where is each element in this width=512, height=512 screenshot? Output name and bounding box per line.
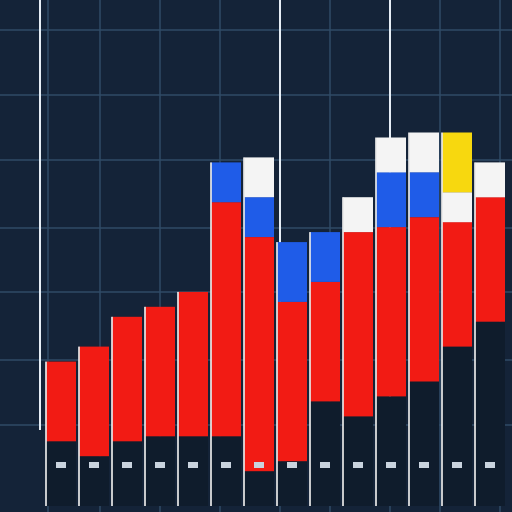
- bar-edge-10: [375, 137, 377, 506]
- tick-mark-0: [56, 462, 66, 468]
- bar-10-blue: [376, 172, 406, 228]
- tick-mark-4: [188, 462, 198, 468]
- bar-12-white: [442, 192, 472, 223]
- bar-0-base: [46, 441, 76, 506]
- bar-4-red: [178, 291, 208, 437]
- bar-edge-4: [177, 291, 179, 506]
- tick-mark-11: [419, 462, 429, 468]
- bar-3-base: [145, 436, 175, 506]
- bar-edge-2: [111, 316, 113, 506]
- tick-mark-6: [254, 462, 264, 468]
- bar-6-blue: [244, 197, 274, 237]
- bar-6-red: [244, 237, 274, 472]
- bar-13-base: [475, 321, 505, 506]
- bar-edge-13: [474, 162, 476, 506]
- bars: [45, 132, 505, 506]
- tick-mark-7: [287, 462, 297, 468]
- bar-6-base: [244, 471, 274, 506]
- bar-4-base: [178, 436, 208, 506]
- tick-mark-3: [155, 462, 165, 468]
- bar-12-yellow: [442, 132, 472, 193]
- tick-mark-13: [485, 462, 495, 468]
- bar-7-red: [277, 301, 307, 462]
- tick-mark-12: [452, 462, 462, 468]
- bar-edge-7: [276, 242, 278, 506]
- bar-10-white: [376, 137, 406, 173]
- bar-edge-1: [78, 346, 80, 506]
- tick-mark-10: [386, 462, 396, 468]
- bar-5-base: [211, 436, 241, 506]
- bar-edge-6: [243, 157, 245, 506]
- bar-2-base: [112, 441, 142, 506]
- bar-10-base: [376, 396, 406, 506]
- bar-2-red: [112, 316, 142, 442]
- bar-1-red: [79, 346, 109, 457]
- bar-edge-11: [408, 132, 410, 506]
- bar-9-red: [343, 232, 373, 417]
- bar-edge-8: [309, 232, 311, 506]
- tick-mark-9: [353, 462, 363, 468]
- bar-10-red: [376, 227, 406, 397]
- bar-11-blue: [409, 172, 439, 218]
- bar-5-blue: [211, 162, 241, 203]
- bar-7-base: [277, 461, 307, 506]
- bar-6-white: [244, 157, 274, 198]
- bar-11-base: [409, 381, 439, 506]
- bar-13-white: [475, 162, 505, 198]
- bar-13-red: [475, 197, 505, 322]
- bar-0-red: [46, 361, 76, 442]
- bar-11-white: [409, 132, 439, 173]
- tick-mark-8: [320, 462, 330, 468]
- bar-8-red: [310, 281, 340, 402]
- bar-edge-5: [210, 162, 212, 506]
- bar-8-blue: [310, 232, 340, 282]
- bar-9-base: [343, 416, 373, 506]
- tick-mark-2: [122, 462, 132, 468]
- bar-8-base: [310, 401, 340, 506]
- bar-edge-12: [441, 132, 443, 506]
- bar-11-red: [409, 217, 439, 382]
- bar-edge-3: [144, 306, 146, 506]
- bar-edge-9: [342, 197, 344, 506]
- bar-3-red: [145, 306, 175, 437]
- tick-marks: [56, 462, 495, 468]
- bar-9-white: [343, 197, 373, 233]
- bar-12-red: [442, 222, 472, 347]
- bar-12-base: [442, 346, 472, 506]
- bar-edge-0: [45, 361, 47, 506]
- bar-7-blue: [277, 242, 307, 302]
- bar-5-red: [211, 202, 241, 437]
- tick-mark-1: [89, 462, 99, 468]
- tick-mark-5: [221, 462, 231, 468]
